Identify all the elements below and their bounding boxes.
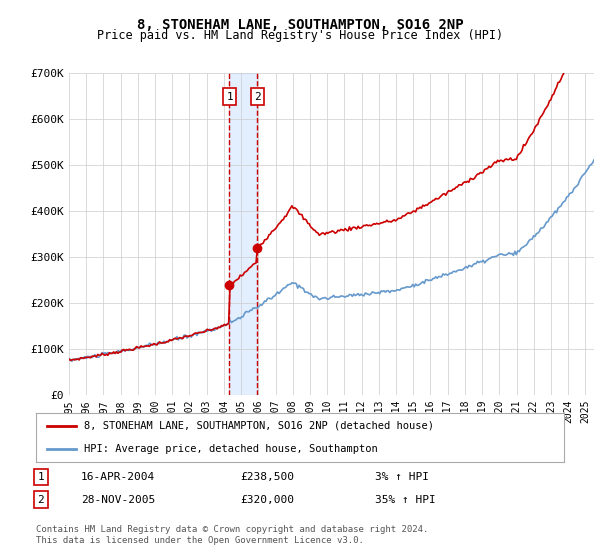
Text: Contains HM Land Registry data © Crown copyright and database right 2024.
This d: Contains HM Land Registry data © Crown c…: [36, 525, 428, 545]
Text: 35% ↑ HPI: 35% ↑ HPI: [375, 494, 436, 505]
Text: 8, STONEHAM LANE, SOUTHAMPTON, SO16 2NP (detached house): 8, STONEHAM LANE, SOUTHAMPTON, SO16 2NP …: [83, 421, 434, 431]
Text: £320,000: £320,000: [240, 494, 294, 505]
Text: Price paid vs. HM Land Registry's House Price Index (HPI): Price paid vs. HM Land Registry's House …: [97, 29, 503, 42]
Text: 8, STONEHAM LANE, SOUTHAMPTON, SO16 2NP: 8, STONEHAM LANE, SOUTHAMPTON, SO16 2NP: [137, 18, 463, 32]
Text: 1: 1: [37, 472, 44, 482]
Text: 16-APR-2004: 16-APR-2004: [81, 472, 155, 482]
Text: HPI: Average price, detached house, Southampton: HPI: Average price, detached house, Sout…: [83, 444, 377, 454]
Text: £238,500: £238,500: [240, 472, 294, 482]
Text: 2: 2: [254, 92, 261, 102]
Bar: [229, 73, 257, 395]
Text: 28-NOV-2005: 28-NOV-2005: [81, 494, 155, 505]
Text: 2: 2: [37, 494, 44, 505]
Text: 1: 1: [226, 92, 233, 102]
Text: 3% ↑ HPI: 3% ↑ HPI: [375, 472, 429, 482]
